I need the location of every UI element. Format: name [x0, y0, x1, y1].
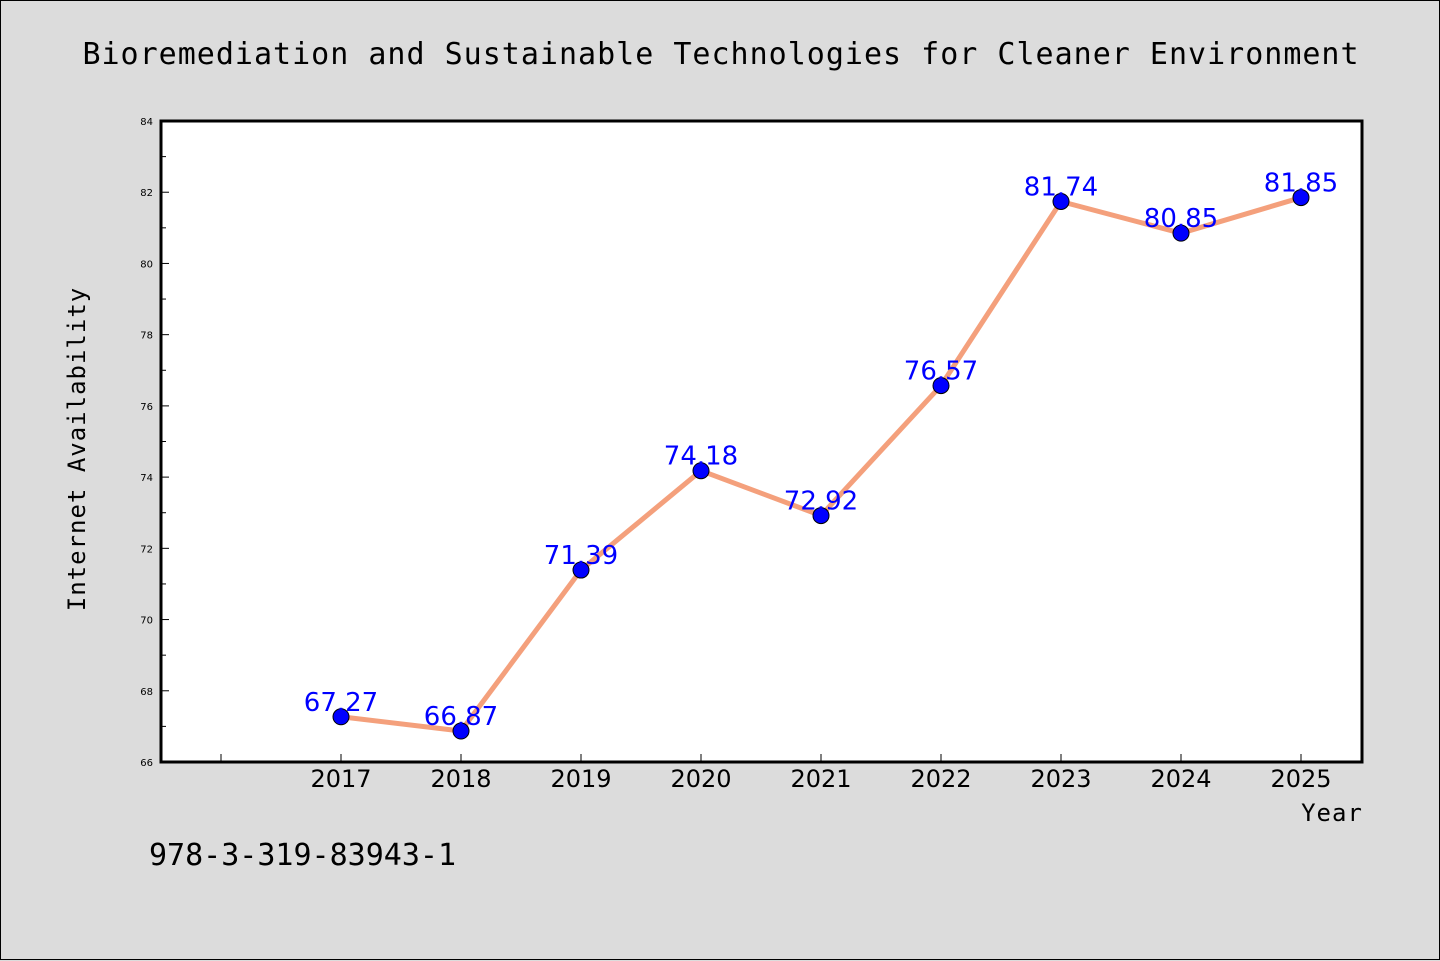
x-tick-label: 2023 — [1030, 765, 1091, 793]
data-label: 81.74 — [1024, 172, 1098, 202]
x-tick-label: 2020 — [670, 765, 731, 793]
y-tick-label: 84 — [140, 117, 153, 128]
data-label: 71.39 — [544, 541, 618, 571]
y-tick-label: 72 — [140, 544, 153, 555]
x-tick-label: 2018 — [430, 765, 491, 793]
data-label: 81.85 — [1264, 169, 1338, 199]
data-label: 67.27 — [304, 688, 378, 718]
x-tick-label: 2022 — [910, 765, 971, 793]
data-label: 74.18 — [664, 442, 738, 472]
data-point — [452, 722, 470, 740]
data-label: 80.85 — [1144, 204, 1218, 234]
data-label: 76.57 — [904, 357, 978, 387]
data-point — [1172, 224, 1190, 242]
y-tick-label: 82 — [140, 188, 153, 199]
x-tick-label: 2024 — [1150, 765, 1211, 793]
data-point — [1052, 192, 1070, 210]
data-point — [692, 462, 710, 480]
x-tick-label: 2025 — [1270, 765, 1331, 793]
x-tick-label: 2021 — [790, 765, 851, 793]
y-axis-label: Internet Availability — [63, 287, 91, 611]
y-tick-label: 66 — [140, 758, 153, 769]
data-label: 66.87 — [424, 702, 498, 732]
data-label: 72.92 — [784, 487, 858, 517]
data-point — [572, 561, 590, 579]
data-point — [932, 377, 950, 395]
y-tick-label: 74 — [140, 473, 153, 484]
x-tick-label: 2019 — [550, 765, 611, 793]
data-label-group: 67.27 66.87 71.39 74.18 72.92 76.57 81.74 80.85… — [304, 169, 1338, 732]
series-group — [332, 189, 1310, 740]
y-tick-label: 80 — [140, 259, 153, 270]
isbn-footnote: 978-3-319-83943-1 — [149, 838, 456, 873]
y-axis: 66 68 70 72 74 76 78 80 82 84 — [140, 117, 169, 769]
data-point — [1292, 189, 1310, 207]
x-axis: 2017 2018 2019 2020 2021 2022 2023 2024 2025 — [220, 754, 1332, 793]
y-tick-label: 70 — [140, 616, 153, 627]
y-tick-label: 68 — [140, 687, 153, 698]
chart-title: Bioremediation and Sustainable Technolog… — [82, 37, 1359, 72]
x-axis-label: Year — [1301, 799, 1363, 827]
data-point — [332, 708, 350, 726]
y-tick-label: 76 — [140, 402, 153, 413]
y-tick-label: 78 — [140, 331, 153, 342]
data-point — [812, 507, 830, 525]
x-tick-label: 2017 — [310, 765, 371, 793]
